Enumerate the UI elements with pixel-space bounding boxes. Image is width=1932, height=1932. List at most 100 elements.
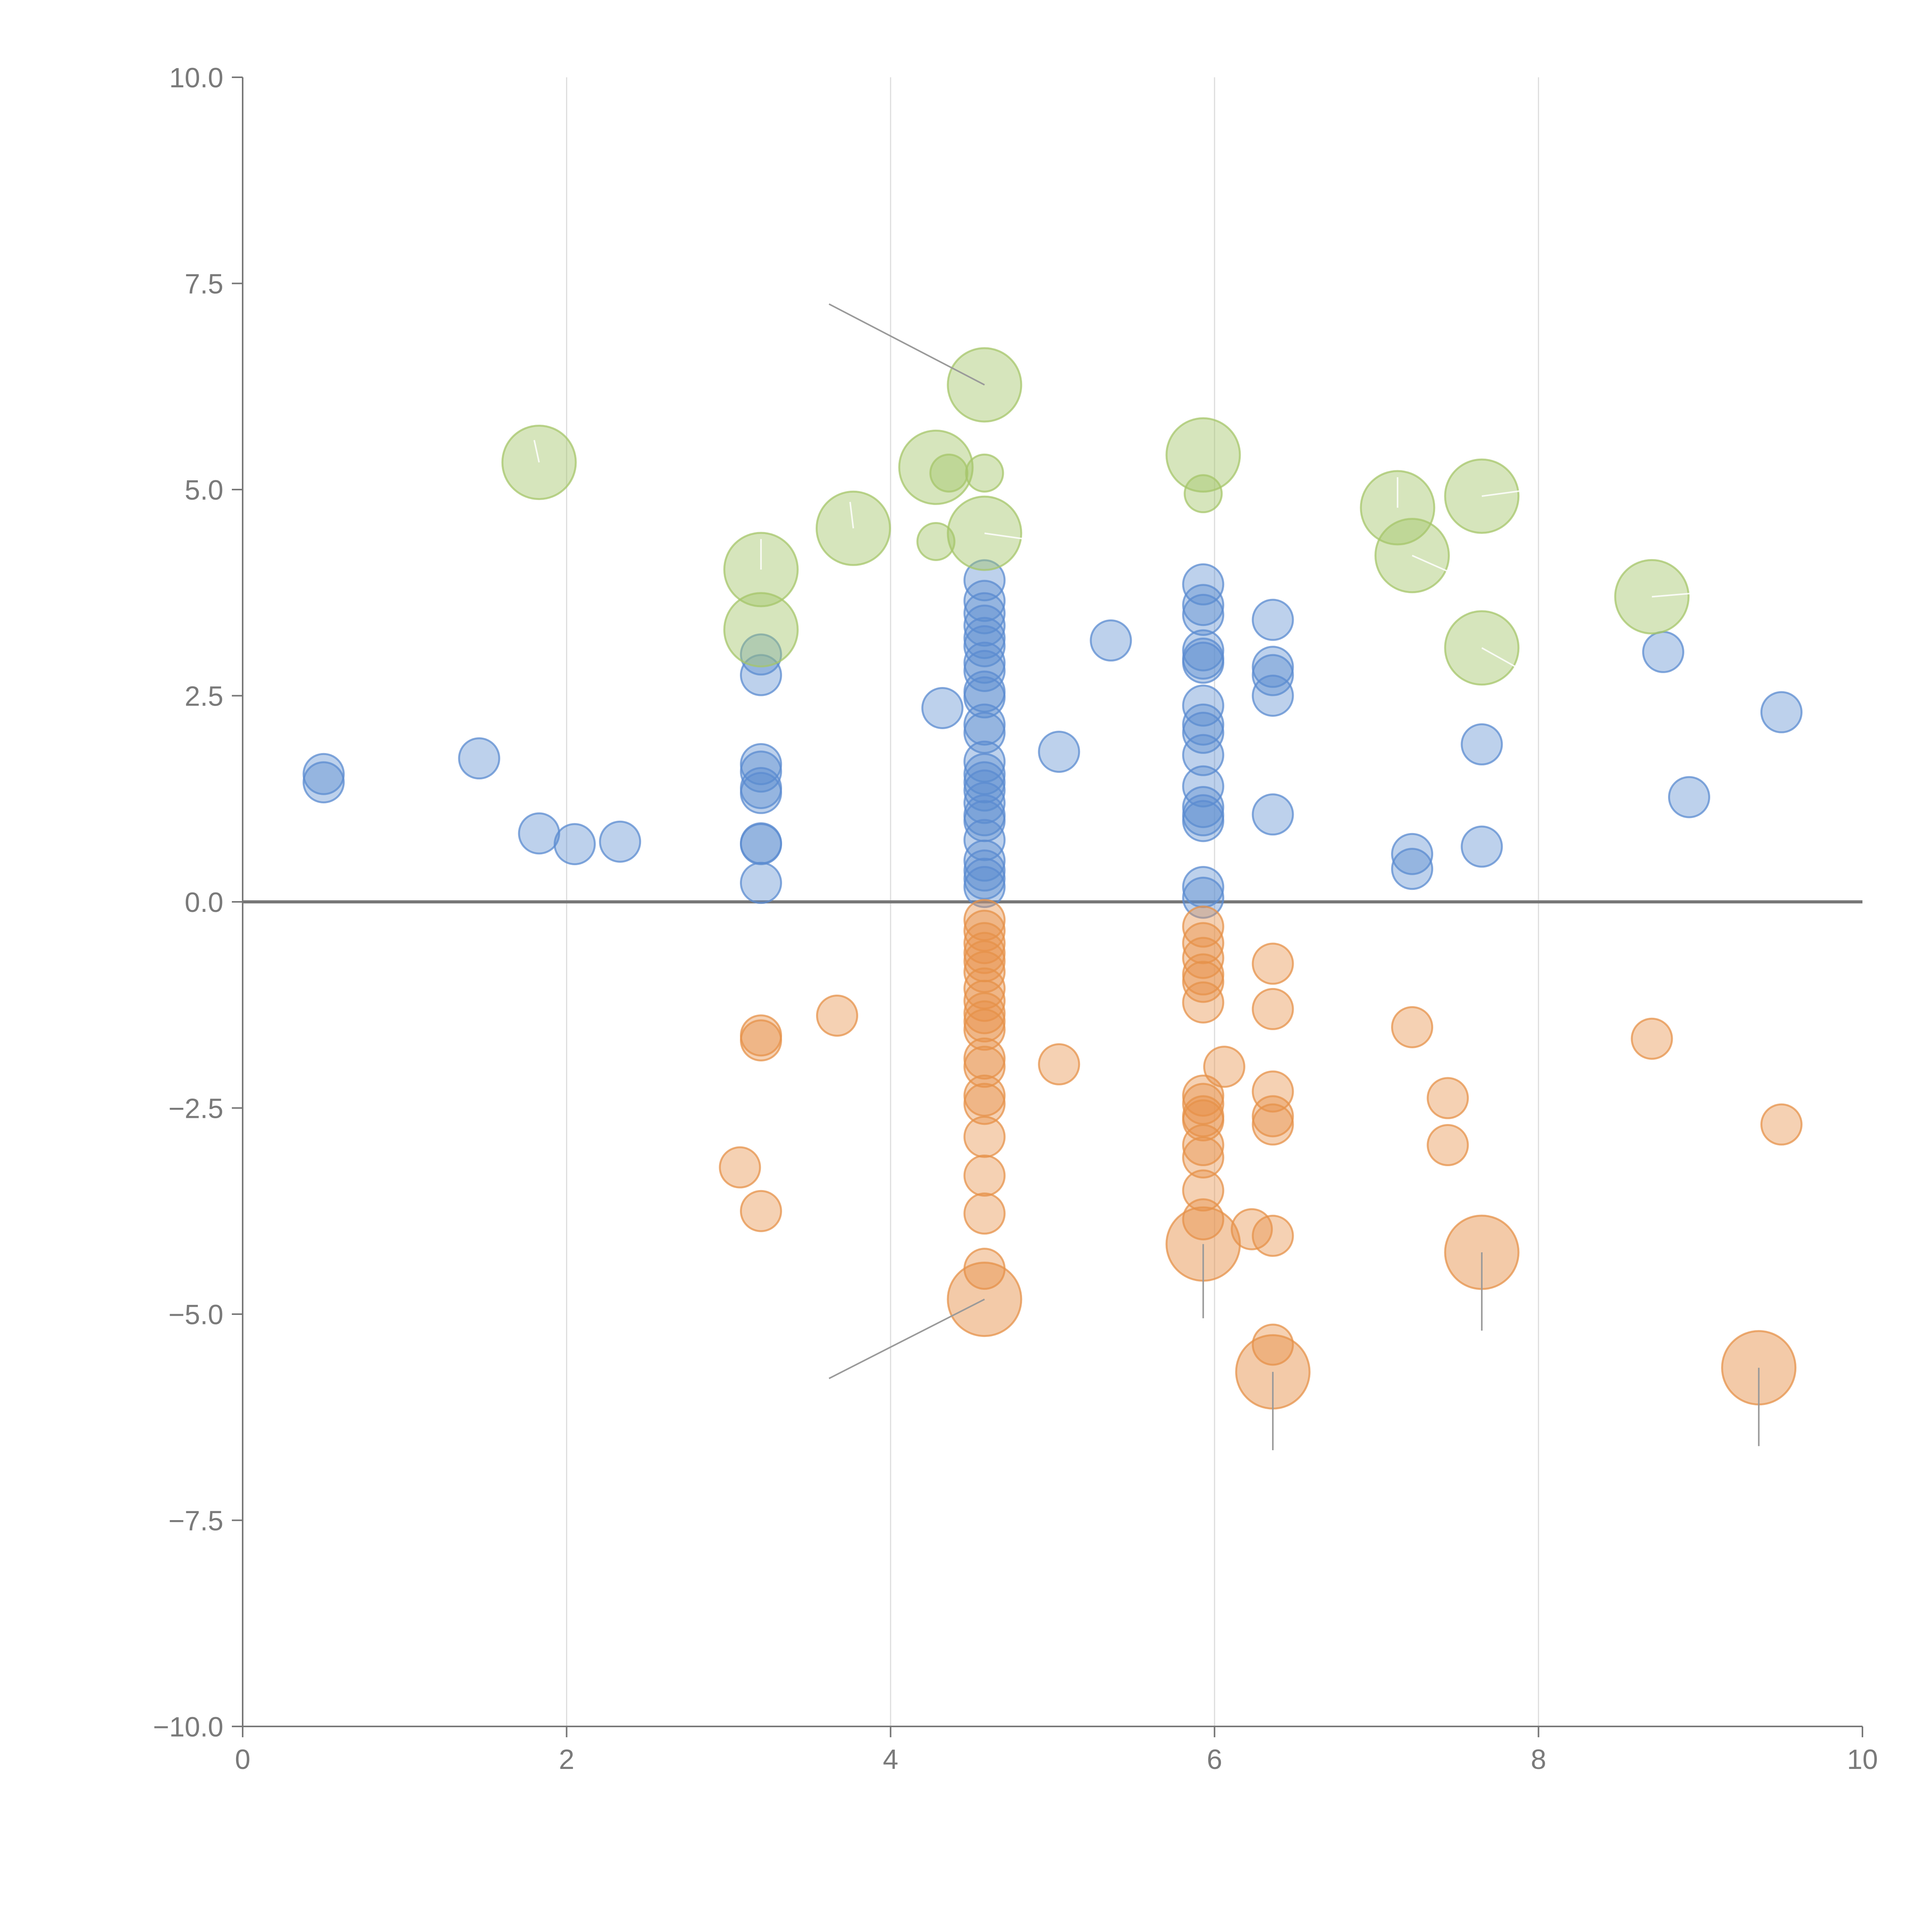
annotation-inner-tick <box>984 532 1026 540</box>
data-point-negative <box>963 1154 1006 1197</box>
data-point-negative <box>1252 1070 1294 1113</box>
data-point-negative <box>1252 942 1294 985</box>
data-point-negative <box>1252 1103 1294 1146</box>
data-point-positive <box>963 592 1006 634</box>
data-point-positive <box>553 823 596 866</box>
data-point-negative <box>1182 937 1225 979</box>
data-point-negative <box>1631 1017 1673 1060</box>
annotation-inner-tick <box>1651 592 1701 598</box>
data-point-positive <box>963 712 1006 754</box>
x-tick-label: 0 <box>235 1744 250 1775</box>
annotation-inner-tick <box>1481 647 1531 676</box>
data-point-negative <box>1252 1323 1294 1366</box>
annotation-leaders <box>533 303 1760 1451</box>
data-point-negative <box>963 1083 1006 1125</box>
x-tick-label: 2 <box>559 1744 574 1775</box>
annotation-inner-tick <box>1481 489 1531 497</box>
x-tick-label: 4 <box>883 1744 898 1775</box>
data-point-positive <box>1090 619 1132 662</box>
data-point-negative <box>1182 1124 1225 1167</box>
y-tick-label: −2.5 <box>168 1094 223 1124</box>
data-point-negative <box>719 1146 761 1189</box>
tick-labels: −10.0 −7.5 −5.0 −2.5 0.0 2.5 5.0 7.5 10.0 0 2 4 6 8 10 <box>153 63 1878 1775</box>
data-point-positive <box>1252 675 1294 717</box>
data-point-negative <box>1182 922 1225 964</box>
annotation-inner-tick <box>849 502 854 529</box>
data-point-negative <box>1760 1103 1803 1146</box>
axes-layer <box>232 77 1863 1737</box>
data-point-negative <box>1427 1077 1469 1119</box>
data-point-negative <box>963 910 1006 952</box>
data-point-positive <box>1391 833 1434 875</box>
data-point-positive <box>963 782 1006 824</box>
data-point-positive <box>518 812 560 855</box>
data-point-positive <box>921 687 964 730</box>
data-point-negative <box>1427 1124 1469 1167</box>
data-point-negative <box>1203 1046 1245 1088</box>
data-point-positive <box>1182 712 1225 754</box>
data-point-positive <box>1760 691 1803 733</box>
x-tick-label: 10 <box>1847 1744 1878 1775</box>
data-point-negative <box>963 899 1006 941</box>
data-point-highlight-positive <box>898 429 974 505</box>
data-point-negative <box>1038 1043 1080 1085</box>
data-point-negative <box>963 1116 1006 1158</box>
data-point-minor-positive <box>916 522 956 561</box>
y-tick-label: 5.0 <box>185 475 223 506</box>
data-point-minor-positive <box>929 453 969 493</box>
x-tick-label: 6 <box>1207 1744 1222 1775</box>
data-point-positive <box>963 769 1006 812</box>
data-point-positive <box>458 737 500 780</box>
data-point-highlight-positive <box>1165 417 1241 493</box>
data-point-positive <box>740 823 782 866</box>
data-point-positive <box>740 750 782 793</box>
y-tick-label: −7.5 <box>168 1506 223 1537</box>
data-point-positive <box>1182 594 1225 636</box>
data-point-negative <box>1182 981 1225 1024</box>
data-point-positive <box>1182 876 1225 919</box>
y-tick-label: 7.5 <box>185 269 223 300</box>
data-point-positive <box>963 580 1006 622</box>
annotation-inner-tick <box>1412 554 1450 573</box>
y-tick-label: 2.5 <box>185 681 223 712</box>
data-point-positive <box>1252 599 1294 641</box>
data-point-negative <box>1182 1083 1225 1125</box>
data-point-positive <box>1391 848 1434 890</box>
data-point-negative <box>963 967 1006 1010</box>
y-tick-label: −10.0 <box>153 1712 223 1743</box>
data-point-positive <box>1182 584 1225 626</box>
data-point-minor-positive <box>1184 474 1223 514</box>
data-point-negative <box>963 1192 1006 1235</box>
data-point-negative <box>1182 905 1225 948</box>
points-layer <box>303 347 1803 1410</box>
y-tick-label: 10.0 <box>169 63 223 94</box>
data-point-positive <box>963 625 1006 667</box>
data-point-negative <box>740 1019 782 1062</box>
x-tick-label: 8 <box>1531 1744 1546 1775</box>
data-point-negative <box>963 922 1006 964</box>
data-point-positive <box>1668 776 1710 818</box>
data-point-positive <box>740 862 782 904</box>
y-tick-label: 0.0 <box>185 887 223 918</box>
data-point-positive <box>1038 731 1080 773</box>
annotation-leader-line <box>828 1298 985 1379</box>
data-point-positive <box>1252 793 1294 836</box>
data-point-positive <box>1182 800 1225 842</box>
data-point-positive <box>1182 641 1225 684</box>
annotation-inner-tick <box>533 440 540 463</box>
data-point-negative <box>740 1190 782 1232</box>
annotation-leader-line <box>828 303 985 386</box>
data-point-negative <box>1182 1136 1225 1179</box>
data-point-negative <box>1182 1099 1225 1142</box>
data-point-negative <box>816 994 858 1037</box>
y-tick-label: −5.0 <box>168 1299 223 1330</box>
data-point-positive <box>1642 631 1684 673</box>
data-point-negative <box>1252 1214 1294 1257</box>
data-point-positive <box>1461 825 1503 868</box>
data-point-positive <box>599 820 641 863</box>
data-point-negative <box>963 1009 1006 1051</box>
data-point-negative <box>1391 1006 1434 1048</box>
data-point-negative <box>1182 1169 1225 1212</box>
data-point-negative <box>1252 988 1294 1030</box>
